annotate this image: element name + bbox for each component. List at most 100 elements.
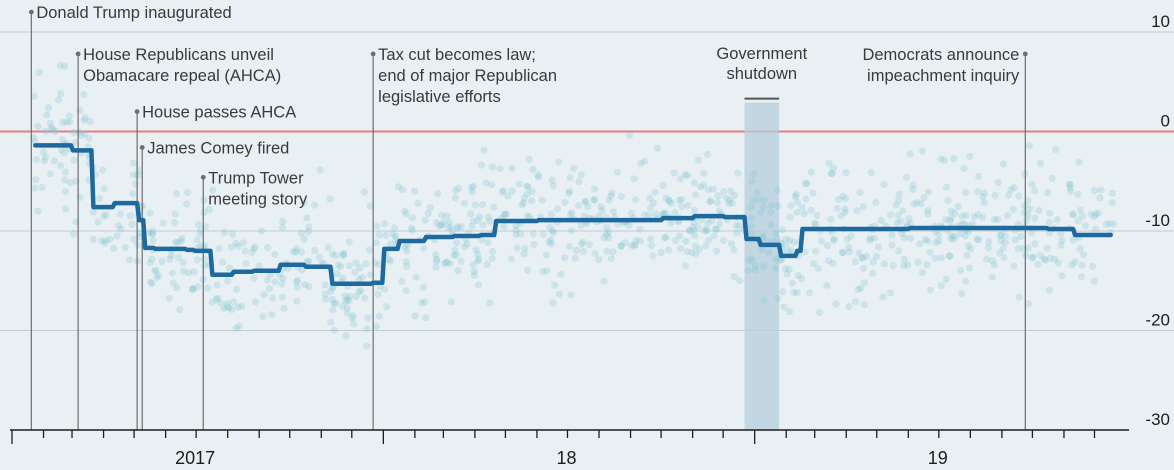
poll-dot bbox=[694, 222, 702, 231]
poll-dot bbox=[781, 265, 790, 273]
poll-dot bbox=[1031, 186, 1039, 195]
poll-dot bbox=[513, 244, 521, 252]
poll-dot bbox=[975, 172, 983, 180]
poll-dot bbox=[577, 240, 586, 248]
poll-dot bbox=[779, 288, 787, 296]
poll-dot bbox=[470, 268, 478, 276]
poll-dot bbox=[755, 195, 763, 204]
poll-dot bbox=[1024, 197, 1032, 205]
poll-dot bbox=[498, 188, 506, 196]
poll-dot bbox=[855, 249, 863, 257]
poll-dot bbox=[321, 281, 329, 289]
poll-dot bbox=[60, 149, 68, 157]
poll-dot bbox=[696, 183, 705, 191]
poll-dot bbox=[605, 196, 613, 204]
poll-dot bbox=[350, 320, 358, 328]
poll-dot bbox=[710, 232, 718, 240]
poll-dot bbox=[500, 211, 508, 219]
poll-dot bbox=[1074, 190, 1082, 198]
poll-dot bbox=[652, 210, 660, 218]
poll-dot bbox=[223, 303, 231, 311]
poll-dot bbox=[382, 231, 390, 239]
poll-dot bbox=[608, 189, 616, 197]
poll-dot bbox=[363, 342, 371, 350]
poll-dot bbox=[321, 290, 329, 298]
poll-dot bbox=[801, 248, 809, 256]
poll-dot bbox=[747, 203, 755, 212]
poll-dot bbox=[1069, 210, 1077, 218]
poll-dot bbox=[80, 116, 88, 124]
poll-dot bbox=[327, 318, 335, 326]
poll-dot bbox=[990, 216, 998, 224]
poll-dot bbox=[528, 188, 536, 196]
poll-dot bbox=[432, 219, 441, 227]
poll-dot bbox=[678, 203, 686, 211]
poll-dot bbox=[807, 206, 815, 214]
poll-dot bbox=[970, 213, 978, 221]
poll-dot bbox=[482, 179, 490, 187]
poll-dot bbox=[46, 119, 54, 127]
poll-dot bbox=[700, 226, 708, 234]
poll-dot bbox=[389, 230, 397, 238]
poll-dot bbox=[339, 252, 347, 260]
poll-dot bbox=[228, 305, 236, 314]
poll-dot bbox=[666, 197, 674, 205]
poll-dot bbox=[947, 214, 955, 222]
poll-dot bbox=[469, 261, 477, 269]
poll-dot bbox=[315, 253, 323, 261]
poll-dot bbox=[1057, 241, 1065, 249]
poll-dot bbox=[856, 189, 864, 197]
poll-dot bbox=[185, 269, 193, 277]
poll-dot bbox=[1052, 146, 1060, 154]
poll-dot bbox=[920, 194, 928, 202]
gridlines bbox=[0, 31, 1174, 331]
poll-dot bbox=[451, 194, 460, 202]
poll-dot bbox=[530, 241, 538, 249]
poll-dot bbox=[402, 210, 410, 218]
poll-dot bbox=[649, 252, 657, 260]
poll-dot bbox=[467, 210, 475, 218]
poll-dot bbox=[1005, 191, 1013, 199]
poll-dot bbox=[128, 220, 136, 228]
poll-dot bbox=[649, 199, 658, 207]
poll-dot bbox=[49, 125, 57, 133]
poll-dot bbox=[904, 261, 912, 269]
poll-dot bbox=[851, 257, 860, 266]
poll-dot bbox=[193, 236, 201, 244]
poll-dot bbox=[932, 238, 940, 247]
poll-dot bbox=[421, 216, 429, 224]
poll-dot bbox=[607, 192, 615, 200]
poll-dot bbox=[300, 199, 308, 207]
poll-dot bbox=[828, 169, 836, 177]
poll-dot bbox=[1025, 142, 1033, 150]
poll-dot bbox=[614, 220, 622, 228]
poll-dot bbox=[158, 257, 166, 265]
poll-dot bbox=[675, 196, 683, 204]
poll-dot bbox=[148, 230, 157, 238]
poll-dot bbox=[823, 281, 831, 289]
poll-dot bbox=[467, 183, 475, 192]
poll-dot bbox=[962, 211, 970, 219]
poll-dot bbox=[412, 273, 420, 281]
poll-dot bbox=[1078, 273, 1086, 281]
poll-dot bbox=[229, 230, 237, 239]
poll-dot bbox=[900, 255, 908, 263]
poll-dot bbox=[730, 246, 738, 254]
poll-dot bbox=[691, 206, 699, 214]
poll-dot bbox=[889, 262, 897, 270]
poll-dot bbox=[767, 208, 775, 217]
poll-dot bbox=[399, 186, 407, 194]
poll-dot bbox=[474, 250, 482, 258]
poll-dot bbox=[61, 188, 70, 196]
poll-dot bbox=[292, 278, 301, 286]
poll-dot bbox=[1017, 232, 1025, 241]
poll-dot bbox=[476, 213, 484, 221]
poll-dot bbox=[561, 254, 569, 262]
poll-dot bbox=[548, 176, 556, 184]
poll-dot bbox=[966, 152, 974, 161]
poll-dot bbox=[189, 285, 197, 293]
poll-dot bbox=[751, 266, 759, 274]
poll-dot bbox=[802, 195, 810, 203]
poll-dot bbox=[280, 304, 288, 312]
poll-dot bbox=[950, 235, 958, 243]
